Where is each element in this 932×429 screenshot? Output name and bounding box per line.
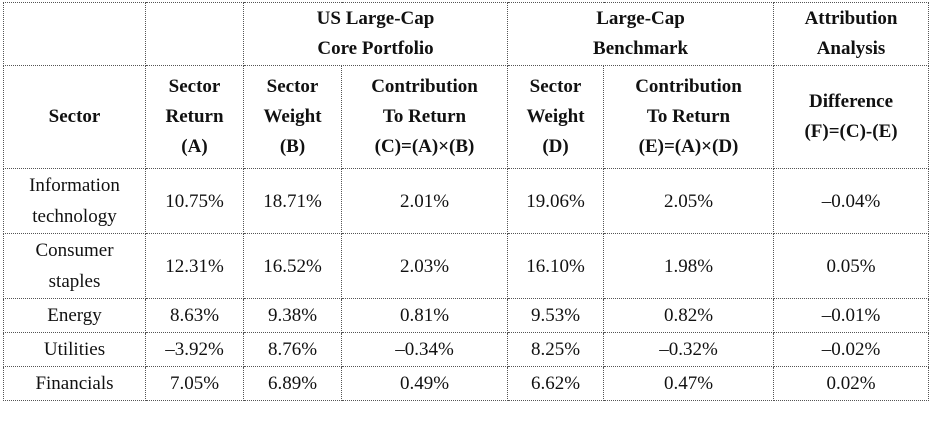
sector-cell: Energy xyxy=(3,298,146,333)
benchmark-contribution-line1: Contribution xyxy=(635,76,742,97)
benchmark-group-header: Large-Cap Benchmark xyxy=(507,2,775,66)
portfolio-contribution-cell: 2.03% xyxy=(340,233,509,299)
sector-cell: Information technology xyxy=(3,168,146,234)
benchmark-contribution-line3: (E)=(A)×(D) xyxy=(638,136,739,157)
table-row: Utilities –3.92% 8.76% –0.34% 8.25% –0.3… xyxy=(3,332,930,367)
difference-cell: –0.02% xyxy=(773,332,930,367)
benchmark-weight-cell: 19.06% xyxy=(507,168,605,234)
benchmark-contribution-cell: 0.47% xyxy=(603,366,775,401)
portfolio-weight-line2: Weight xyxy=(263,106,322,127)
portfolio-contribution-cell: 0.49% xyxy=(340,366,509,401)
portfolio-weight-line1: Sector xyxy=(266,76,319,97)
sector-column-label: Sector xyxy=(48,106,101,127)
sector-return-cell: –3.92% xyxy=(145,332,244,367)
sector-name-line2: staples xyxy=(48,271,101,292)
difference-line2: (F)=(C)-(E) xyxy=(804,121,898,142)
attribution-header-line2: Analysis xyxy=(816,38,886,59)
table-row: Financials 7.05% 6.89% 0.49% 6.62% 0.47%… xyxy=(3,366,930,401)
attribution-header-line1: Attribution xyxy=(804,8,898,29)
difference-cell: –0.01% xyxy=(773,298,930,333)
difference-cell: 0.02% xyxy=(773,366,930,401)
sector-column-header: Sector xyxy=(3,65,146,169)
table-row: Information technology 10.75% 18.71% 2.0… xyxy=(3,168,930,234)
table-row: Consumer staples 12.31% 16.52% 2.03% 16.… xyxy=(3,233,930,299)
difference-line1: Difference xyxy=(808,91,894,112)
benchmark-contribution-cell: 2.05% xyxy=(603,168,775,234)
portfolio-weight-cell: 9.38% xyxy=(243,298,342,333)
sector-return-cell: 7.05% xyxy=(145,366,244,401)
sector-return-line3: (A) xyxy=(181,136,208,157)
difference-cell: –0.04% xyxy=(773,168,930,234)
portfolio-contribution-line1: Contribution xyxy=(371,76,478,97)
portfolio-weight-cell: 6.89% xyxy=(243,366,342,401)
portfolio-weight-line3: (B) xyxy=(279,136,306,157)
header-corner xyxy=(3,2,146,66)
benchmark-contribution-cell: –0.32% xyxy=(603,332,775,367)
benchmark-contribution-cell: 0.82% xyxy=(603,298,775,333)
portfolio-header-line1: US Large-Cap xyxy=(316,8,435,29)
portfolio-contribution-line3: (C)=(A)×(B) xyxy=(374,136,475,157)
portfolio-weight-column-header: Sector Weight (B) xyxy=(243,65,342,169)
portfolio-contribution-column-header: Contribution To Return (C)=(A)×(B) xyxy=(340,65,509,169)
benchmark-weight-cell: 16.10% xyxy=(507,233,605,299)
attribution-group-header: Attribution Analysis xyxy=(773,2,930,66)
benchmark-contribution-column-header: Contribution To Return (E)=(A)×(D) xyxy=(603,65,775,169)
benchmark-weight-line1: Sector xyxy=(529,76,582,97)
table-row: Energy 8.63% 9.38% 0.81% 9.53% 0.82% –0.… xyxy=(3,298,930,333)
benchmark-weight-cell: 8.25% xyxy=(507,332,605,367)
benchmark-weight-line2: Weight xyxy=(526,106,585,127)
sector-return-cell: 10.75% xyxy=(145,168,244,234)
portfolio-weight-cell: 8.76% xyxy=(243,332,342,367)
sector-return-column-header: Sector Return (A) xyxy=(145,65,244,169)
portfolio-group-header: US Large-Cap Core Portfolio xyxy=(242,2,509,66)
portfolio-weight-cell: 18.71% xyxy=(243,168,342,234)
portfolio-contribution-line2: To Return xyxy=(382,106,467,127)
sector-return-line1: Sector xyxy=(168,76,221,97)
benchmark-weight-line3: (D) xyxy=(542,136,569,157)
portfolio-contribution-cell: 0.81% xyxy=(340,298,509,333)
benchmark-header-line1: Large-Cap xyxy=(596,8,685,29)
portfolio-contribution-cell: 2.01% xyxy=(340,168,509,234)
difference-cell: 0.05% xyxy=(773,233,930,299)
sector-return-cell: 8.63% xyxy=(145,298,244,333)
portfolio-weight-cell: 16.52% xyxy=(243,233,342,299)
portfolio-contribution-cell: –0.34% xyxy=(340,332,509,367)
sector-cell: Consumer staples xyxy=(3,233,146,299)
sector-cell: Utilities xyxy=(3,332,146,367)
difference-column-header: Difference (F)=(C)-(E) xyxy=(773,65,930,169)
benchmark-header-line2: Benchmark xyxy=(593,38,689,59)
attribution-table: US Large-Cap Core Portfolio Large-Cap Be… xyxy=(3,2,930,401)
benchmark-weight-column-header: Sector Weight (D) xyxy=(507,65,605,169)
portfolio-header-line2: Core Portfolio xyxy=(317,38,434,59)
sector-return-cell: 12.31% xyxy=(145,233,244,299)
sector-name-line1: Consumer xyxy=(35,240,114,261)
sector-name-line2: technology xyxy=(32,206,117,227)
benchmark-contribution-cell: 1.98% xyxy=(603,233,775,299)
sector-cell: Financials xyxy=(3,366,146,401)
sector-name-line1: Information xyxy=(29,175,120,196)
benchmark-contribution-line2: To Return xyxy=(646,106,731,127)
sector-return-line2: Return xyxy=(165,106,224,127)
header-blank xyxy=(145,2,244,66)
benchmark-weight-cell: 6.62% xyxy=(507,366,605,401)
benchmark-weight-cell: 9.53% xyxy=(507,298,605,333)
